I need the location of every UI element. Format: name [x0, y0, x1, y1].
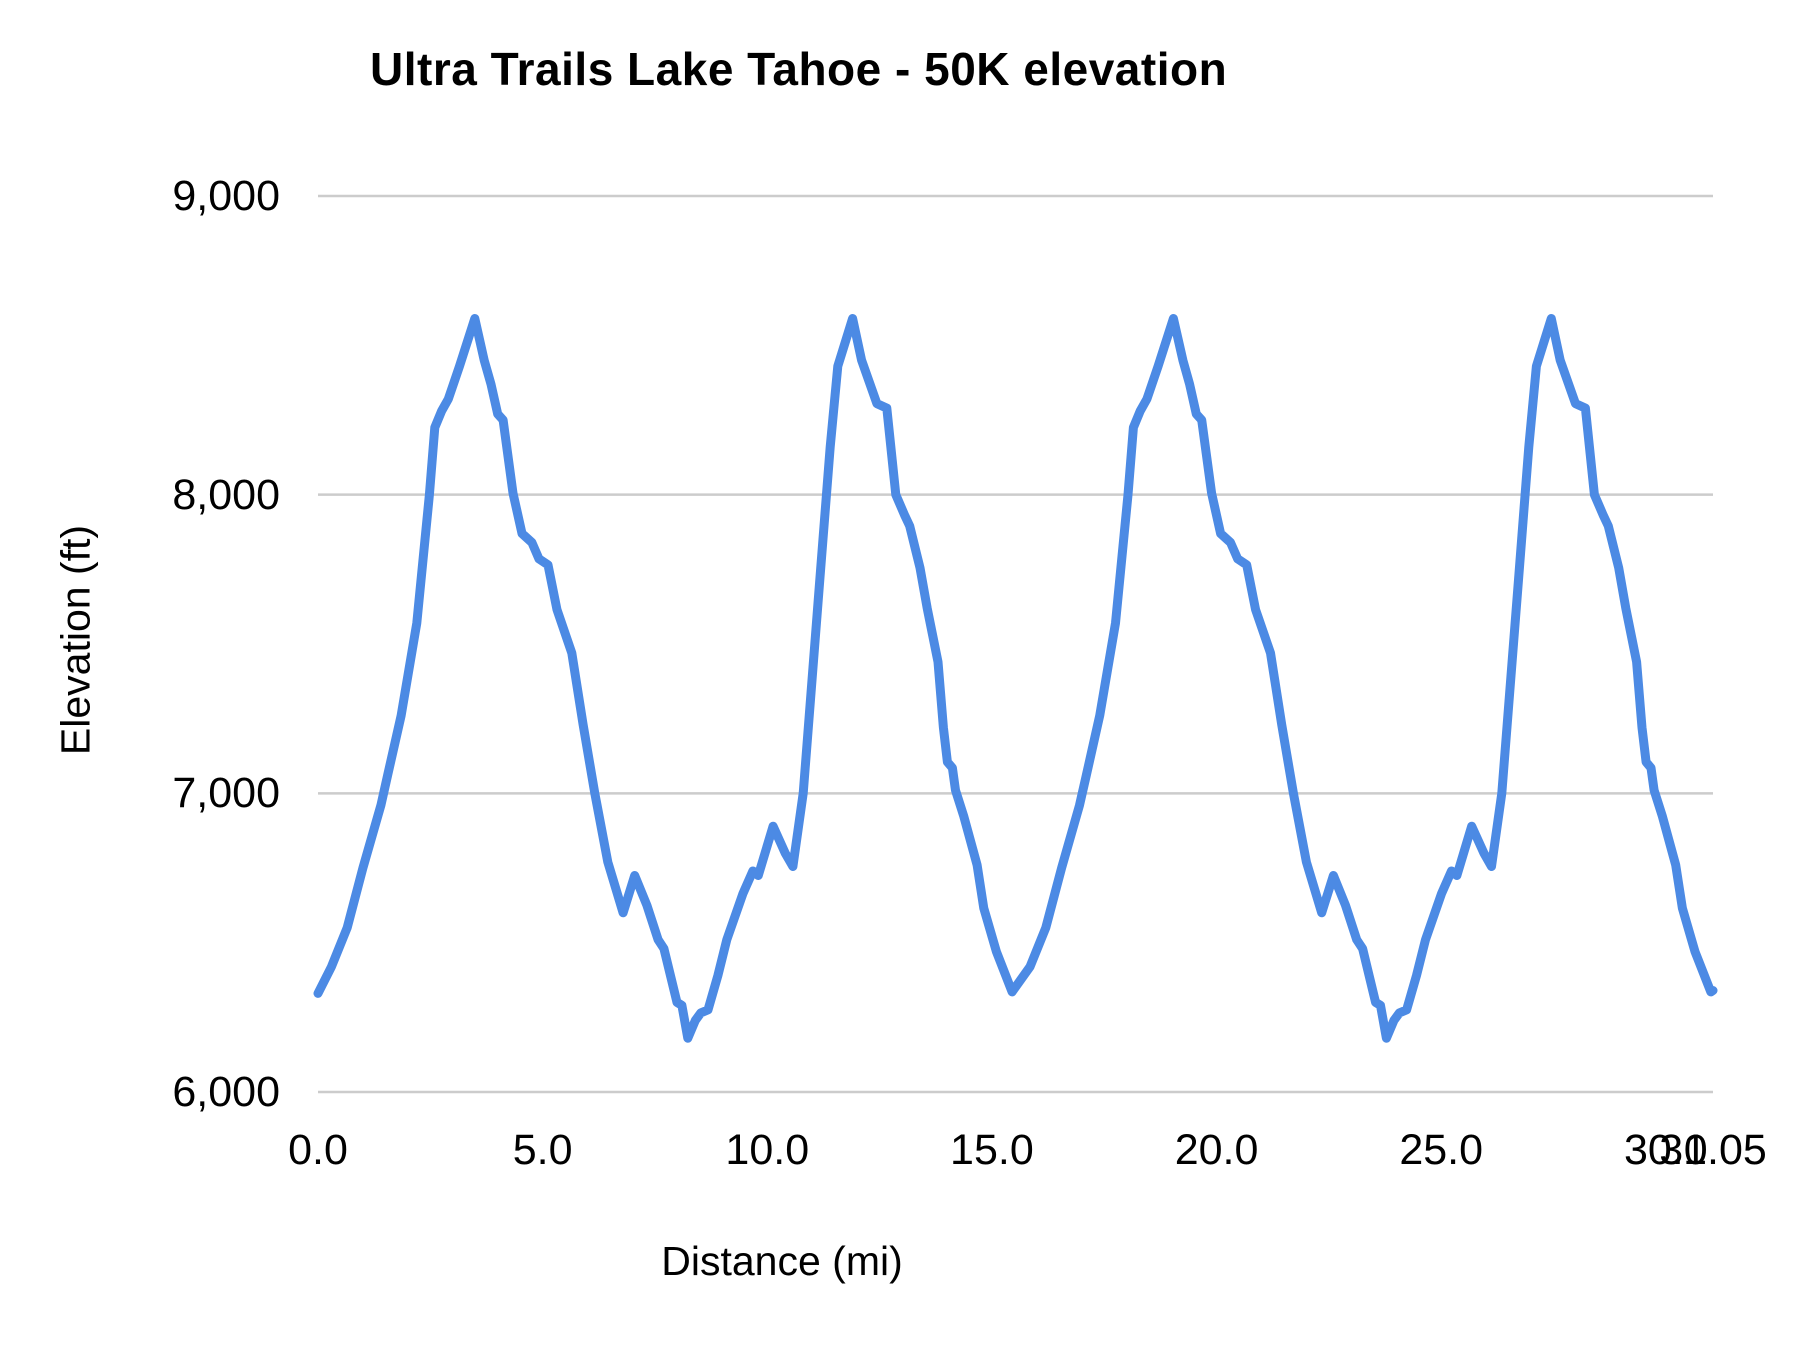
x-tick-label: 5.0	[512, 1126, 573, 1174]
y-tick-label: 9,000	[172, 172, 280, 220]
x-tick-label: 25.0	[1399, 1126, 1484, 1174]
gridlines	[318, 194, 1713, 1094]
x-tick-label: 30.0	[1623, 1126, 1708, 1174]
y-tick-label: 6,000	[172, 1068, 280, 1116]
y-axis-title: Elevation (ft)	[52, 524, 99, 756]
x-tick-label: 20.0	[1174, 1126, 1259, 1174]
y-tick-label: 7,000	[172, 769, 280, 818]
y-tick-label: 8,000	[172, 470, 280, 519]
x-tick-label: 10.0	[725, 1126, 810, 1174]
x-tick-label: 0.0	[288, 1126, 348, 1174]
x-axis-title: Distance (mi)	[661, 1238, 903, 1284]
x-tick-label: 15.0	[950, 1126, 1034, 1174]
elevation-line	[313, 314, 1718, 1043]
chart-title: Ultra Trails Lake Tahoe - 50K elevation	[370, 43, 1228, 95]
x-tick-label: 31.05	[1659, 1126, 1767, 1174]
series-lines	[313, 314, 1718, 1043]
